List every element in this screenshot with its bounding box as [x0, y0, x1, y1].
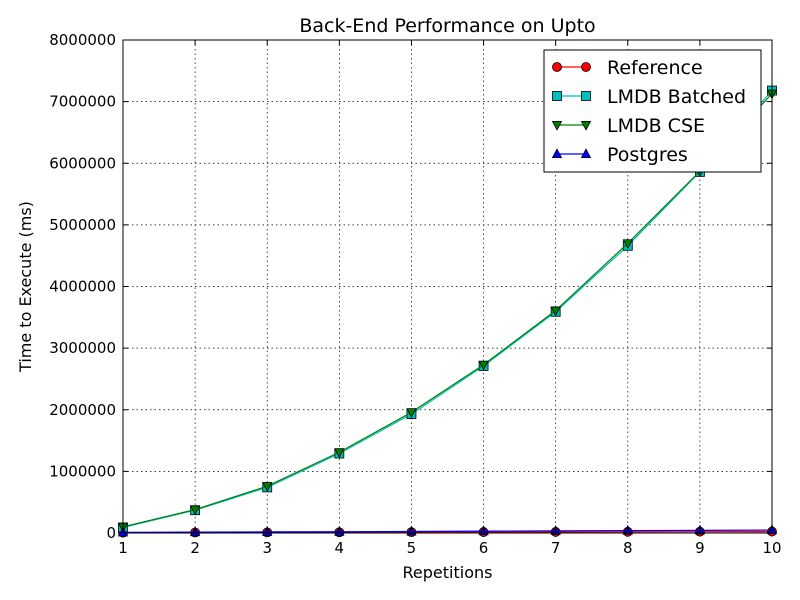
- y-tick-label: 6000000: [49, 154, 116, 172]
- legend-marker: [580, 121, 592, 131]
- legend-label: Reference: [607, 57, 703, 79]
- x-tick-label: 3: [262, 539, 272, 557]
- x-tick-label: 2: [190, 539, 200, 557]
- data-point: [406, 408, 417, 419]
- legend-box: [543, 49, 762, 173]
- data-point: [622, 239, 633, 250]
- x-tick-label: 5: [407, 539, 417, 557]
- x-tick-label: 7: [551, 539, 561, 557]
- legend-marker: [580, 148, 592, 159]
- ticks: 1 2 3 4 5 6 7 8 9 10 0 1000000 2000000 3000000 4000000…: [49, 31, 781, 557]
- data-point: [550, 306, 561, 317]
- y-axis-label: Time to Execute (ms): [16, 201, 35, 373]
- x-tick-label: 9: [695, 539, 705, 557]
- legend-label: Postgres: [607, 144, 688, 166]
- y-tick-label: 5000000: [49, 216, 116, 234]
- x-tick-label: 4: [335, 539, 345, 557]
- legend-item: LMDB CSE: [551, 115, 705, 137]
- data-point: [334, 448, 345, 459]
- y-tick-label: 8000000: [49, 31, 116, 49]
- series-line: [123, 93, 772, 528]
- y-tick-label: 4000000: [49, 278, 116, 296]
- x-tick-label: 10: [762, 539, 781, 557]
- y-tick-label: 7000000: [49, 93, 116, 111]
- y-tick-label: 2000000: [49, 401, 116, 419]
- legend-label: LMDB CSE: [607, 115, 705, 137]
- x-tick-label: 8: [623, 539, 633, 557]
- legend-marker: [552, 91, 562, 101]
- chart-title: Back-End Performance on Upto: [299, 15, 595, 37]
- series-line: [123, 90, 772, 529]
- data-point: [189, 505, 201, 516]
- legend-label: LMDB Batched: [607, 86, 746, 108]
- legend-marker: [581, 62, 591, 72]
- y-tick-label: 3000000: [49, 339, 116, 357]
- y-tick-label: 1000000: [49, 462, 116, 480]
- x-axis-label: Repetitions: [403, 563, 493, 582]
- data-point: [262, 482, 273, 492]
- data-point: [478, 360, 489, 371]
- series-postgres: [117, 524, 778, 537]
- x-tick-label: 6: [479, 539, 489, 557]
- legend-marker: [552, 62, 562, 72]
- series-line: [123, 529, 772, 533]
- legend-marker: [551, 121, 563, 131]
- legend: Reference LMDB Batched LMDB CSE Postgres: [543, 49, 762, 173]
- legend-marker: [551, 148, 563, 159]
- legend-item: Postgres: [551, 144, 688, 166]
- legend-marker: [581, 91, 591, 101]
- y-tick-label: 0: [106, 524, 116, 542]
- legend-item: LMDB Batched: [552, 86, 746, 108]
- legend-item: Reference: [552, 57, 703, 79]
- x-tick-label: 1: [118, 539, 128, 557]
